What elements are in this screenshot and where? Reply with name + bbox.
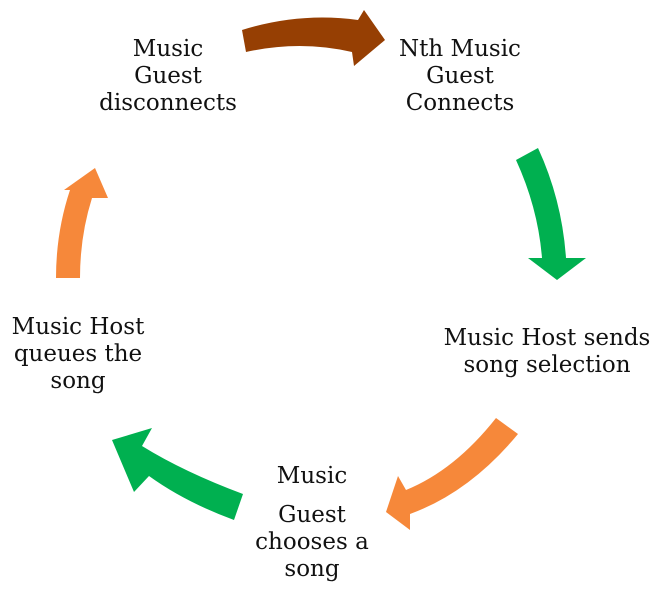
step-line: Music [276,463,348,489]
step-line: song [284,556,340,582]
step-line: Nth Music [399,36,521,62]
step-line: Guest [426,63,494,89]
step-guest-connects: Nth Music Guest Connects [370,36,550,117]
step-line: song selection [463,352,631,378]
arrow-connect-to-host-sends [516,148,586,280]
step-line: Music Host [11,314,145,340]
step-guest-chooses-song: Music Guest chooses a song [242,463,382,583]
arrow-host-sends-to-guest-chooses [386,418,518,530]
step-line: Guest [278,502,346,528]
step-host-sends-selection: Music Host sends song selection [432,325,662,379]
step-host-queues-song: Music Host queues the song [0,314,156,395]
step-line: Music Host sends [443,325,651,351]
arrow-disconnect-to-connect [242,10,385,66]
arrow-host-queues-to-disconnect [56,168,108,278]
step-line: Connects [405,90,515,116]
step-line: Music [132,36,204,62]
step-line: Guest [134,63,202,89]
step-line: chooses a [255,529,369,555]
step-guest-disconnects: Music Guest disconnects [78,36,258,117]
step-line: song [50,368,106,394]
arrow-guest-chooses-to-host-queues [112,428,243,520]
step-line: disconnects [99,90,237,116]
step-line: queues the [13,341,143,367]
